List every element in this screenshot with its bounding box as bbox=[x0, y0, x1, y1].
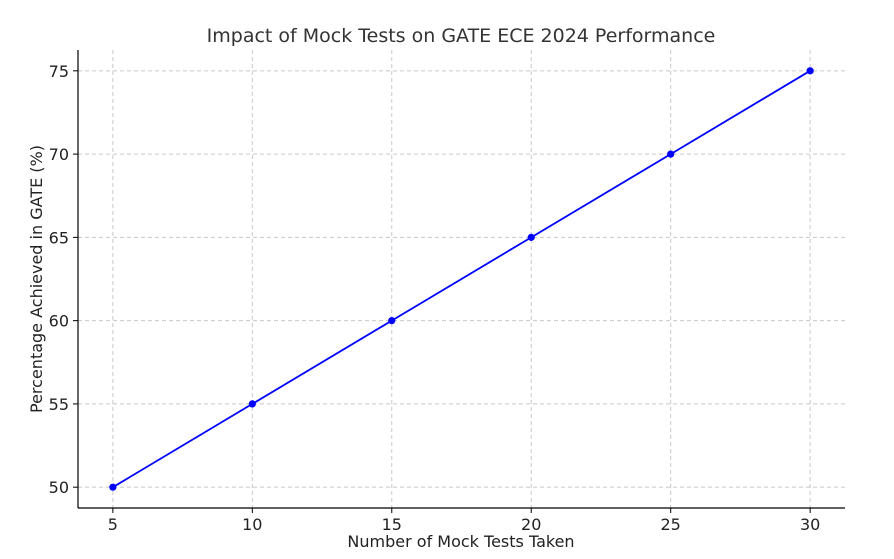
data-point-1 bbox=[248, 400, 256, 408]
data-point-0 bbox=[109, 483, 117, 491]
grid bbox=[78, 50, 845, 508]
data-point-5 bbox=[806, 67, 814, 75]
axes bbox=[77, 50, 845, 509]
y-tick-label-3: 65 bbox=[49, 228, 69, 247]
x-tick-label-0: 5 bbox=[108, 515, 118, 534]
data-point-3 bbox=[527, 233, 535, 241]
y-tick-label-5: 75 bbox=[49, 62, 69, 81]
x-tick-label-5: 30 bbox=[800, 515, 820, 534]
y-axis-label: Percentage Achieved in GATE (%) bbox=[27, 145, 46, 413]
x-tick-label-3: 20 bbox=[521, 515, 541, 534]
y-tick-label-0: 50 bbox=[49, 478, 69, 497]
series-line-0 bbox=[112, 70, 811, 488]
data-point-4 bbox=[667, 150, 675, 158]
y-tick-label-1: 55 bbox=[49, 395, 69, 414]
chart-title: Impact of Mock Tests on GATE ECE 2024 Pe… bbox=[207, 25, 716, 47]
x-tick-label-2: 15 bbox=[382, 515, 402, 534]
y-tick-label-2: 60 bbox=[49, 312, 69, 331]
series bbox=[109, 67, 814, 491]
x-tick-label-1: 10 bbox=[242, 515, 262, 534]
x-axis-label: Number of Mock Tests Taken bbox=[347, 532, 574, 551]
y-tick-label-4: 70 bbox=[49, 145, 69, 164]
ticks: 5 10 15 20 25 30 50 55 60 65 70 75 bbox=[49, 62, 821, 534]
data-point-2 bbox=[388, 317, 396, 325]
x-tick-label-4: 25 bbox=[661, 515, 681, 534]
